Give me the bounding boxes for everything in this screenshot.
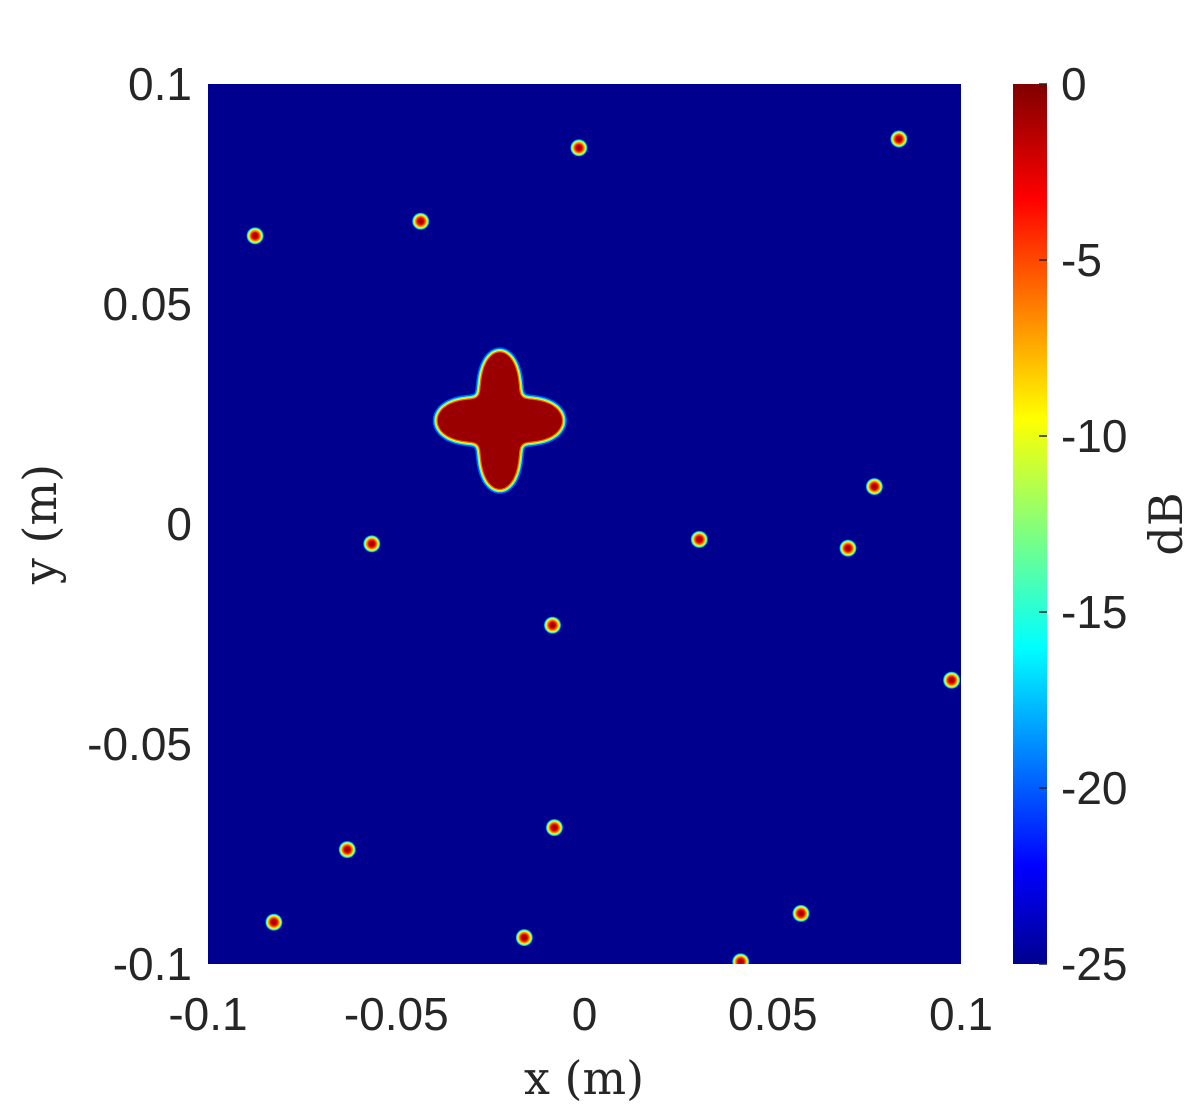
colorbar-label: dB: [1139, 492, 1190, 555]
colorbar-tick-label-2: -10: [1061, 410, 1127, 462]
point-scatterer-5: [362, 534, 381, 553]
point-scatterer-2: [569, 138, 588, 157]
x-axis-ticks: -0.1 -0.05 0 0.05 0.1: [168, 988, 993, 1040]
x-tick-label-4: 0.1: [929, 988, 993, 1040]
x-axis-label: x (m): [524, 1051, 644, 1105]
point-scatterer-13: [264, 913, 283, 932]
colorbar-tick-label-0: 0: [1061, 58, 1087, 110]
point-scatterer-12: [792, 904, 810, 923]
colorbar-tick-label-1: -5: [1061, 234, 1102, 286]
star-scatterer-0: [432, 347, 567, 494]
plot-area-background: [208, 84, 961, 964]
point-scatterer-15: [731, 952, 750, 964]
y-tick-label-1: 0.05: [102, 278, 192, 330]
x-tick-label-3: 0.05: [728, 988, 818, 1040]
colorbar-tick-label-3: -15: [1061, 586, 1127, 638]
point-scatterer-9: [942, 671, 961, 690]
colorbar-ticks: 0 -5 -10 -15 -20 -25: [1039, 58, 1127, 990]
point-scatterer-4: [865, 477, 884, 496]
colorbar: [1013, 84, 1047, 964]
x-tick-label-2: 0: [572, 988, 598, 1040]
point-scatterer-3: [889, 130, 908, 148]
point-scatterer-1: [411, 212, 430, 231]
x-tick-label-1: -0.05: [344, 988, 449, 1040]
point-scatterer-7: [839, 539, 857, 558]
y-tick-label-3: -0.05: [87, 718, 192, 770]
point-scatterer-10: [545, 818, 564, 837]
y-tick-label-0: 0.1: [128, 58, 192, 110]
y-axis-ticks: 0.1 0.05 0 -0.05 -0.1: [87, 58, 192, 990]
heatmap-marks: [246, 130, 961, 964]
point-scatterer-14: [515, 928, 534, 947]
y-axis-label: y (m): [13, 464, 67, 585]
y-tick-label-4: -0.1: [113, 938, 192, 990]
colorbar-tick-label-4: -20: [1061, 762, 1127, 814]
point-scatterer-6: [690, 530, 709, 549]
point-scatterer-8: [543, 616, 562, 635]
point-scatterer-0: [246, 226, 265, 245]
colorbar-tick-label-5: -25: [1061, 938, 1127, 990]
x-tick-label-0: -0.1: [168, 988, 247, 1040]
point-scatterer-11: [338, 840, 357, 859]
y-tick-label-2: 0: [166, 498, 192, 550]
